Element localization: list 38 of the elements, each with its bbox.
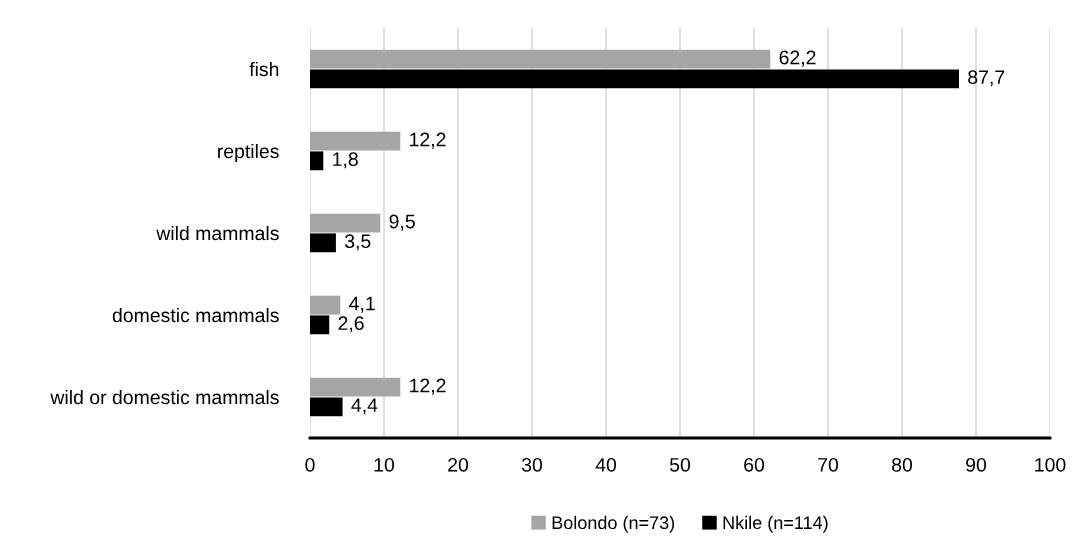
bar <box>310 131 401 151</box>
y-tick-label: wild or domestic mammals <box>50 389 279 405</box>
legend-label: Bolondo (n=73) <box>552 515 675 533</box>
y-tick-label: reptiles <box>218 143 279 163</box>
bar <box>310 69 959 89</box>
legend-label: Nkile (n=114) <box>723 515 828 533</box>
data-label: 1,8 <box>333 152 358 169</box>
x-tick-label: 100 <box>1035 457 1066 472</box>
data-label: 3,5 <box>344 234 371 251</box>
data-label: 9,5 <box>389 214 415 231</box>
bar <box>310 49 771 69</box>
x-tick-label: 30 <box>521 457 543 472</box>
bar <box>310 397 343 417</box>
x-tick-label: 50 <box>669 457 691 472</box>
bar <box>310 377 401 397</box>
x-tick-label: 0 <box>305 457 315 472</box>
x-tick-label: 10 <box>374 457 395 472</box>
data-label: 12,2 <box>410 378 446 395</box>
x-tick-label: 80 <box>892 457 913 472</box>
bar <box>310 233 336 253</box>
x-tick-label: 70 <box>818 457 839 472</box>
x-tick-label: 40 <box>595 457 617 472</box>
y-tick-label: domestic mammals <box>112 307 279 323</box>
data-label: 12,2 <box>410 132 446 149</box>
bar <box>310 213 381 233</box>
y-tick-label: fish <box>249 61 279 77</box>
data-label: 62,2 <box>779 50 816 67</box>
data-label: 4,1 <box>349 296 375 313</box>
data-label: 2,6 <box>338 316 364 333</box>
x-tick-label: 90 <box>966 457 987 472</box>
data-label: 4,4 <box>351 398 378 415</box>
bar <box>310 295 341 315</box>
bar <box>310 315 330 335</box>
x-tick-label: 60 <box>744 457 765 472</box>
x-tick-label: 20 <box>448 457 469 472</box>
data-label: 87,7 <box>968 70 1005 87</box>
bar <box>310 151 324 171</box>
y-tick-label: wild mammals <box>156 225 279 241</box>
